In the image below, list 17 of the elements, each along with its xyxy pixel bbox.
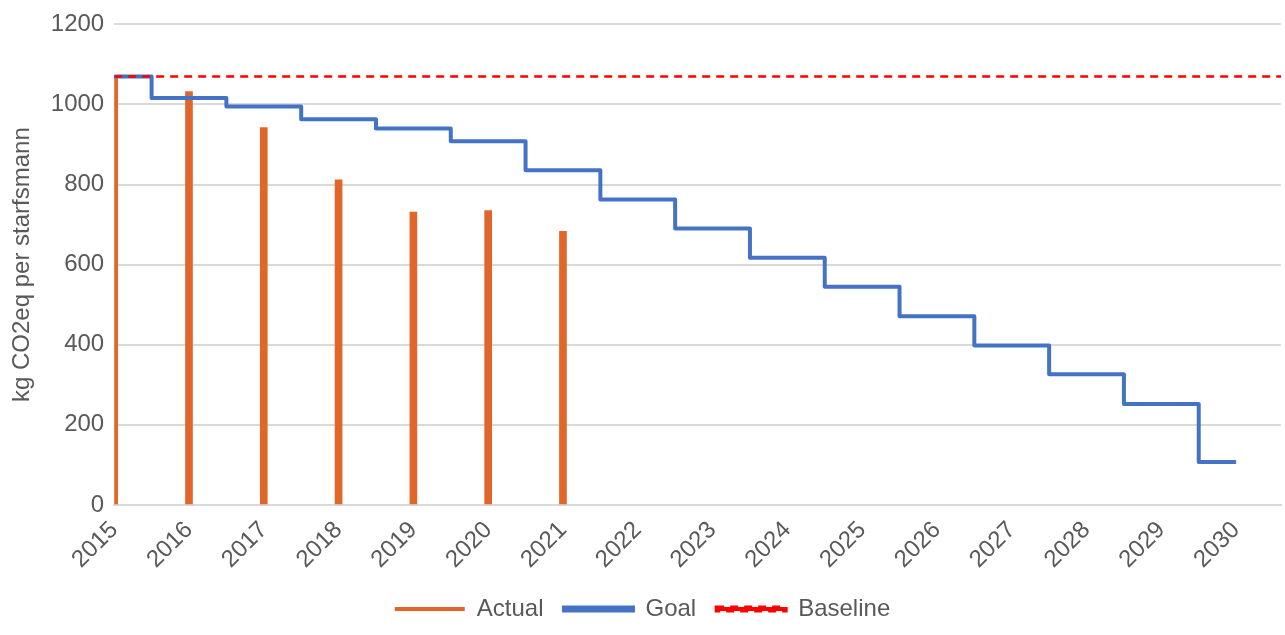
- y-tick-label: 0: [90, 489, 105, 517]
- y-tick-label: 800: [64, 169, 105, 197]
- y-tick-label: 600: [64, 249, 105, 277]
- bar: [334, 179, 343, 505]
- y-tick-label: 1200: [50, 9, 105, 37]
- y-tick-label: 400: [64, 329, 105, 357]
- y-axis-title: kg CO2eq per starfsmann: [7, 127, 35, 403]
- y-tick-label: 200: [64, 409, 105, 437]
- bar: [185, 91, 193, 505]
- bar: [559, 231, 567, 505]
- legend-label: Actual: [476, 593, 544, 621]
- legend-label: Goal: [645, 593, 697, 621]
- legend-label: Baseline: [798, 593, 891, 621]
- bar: [259, 127, 268, 505]
- bar: [409, 211, 418, 505]
- bar: [484, 210, 492, 505]
- y-tick-label: 1000: [50, 89, 105, 117]
